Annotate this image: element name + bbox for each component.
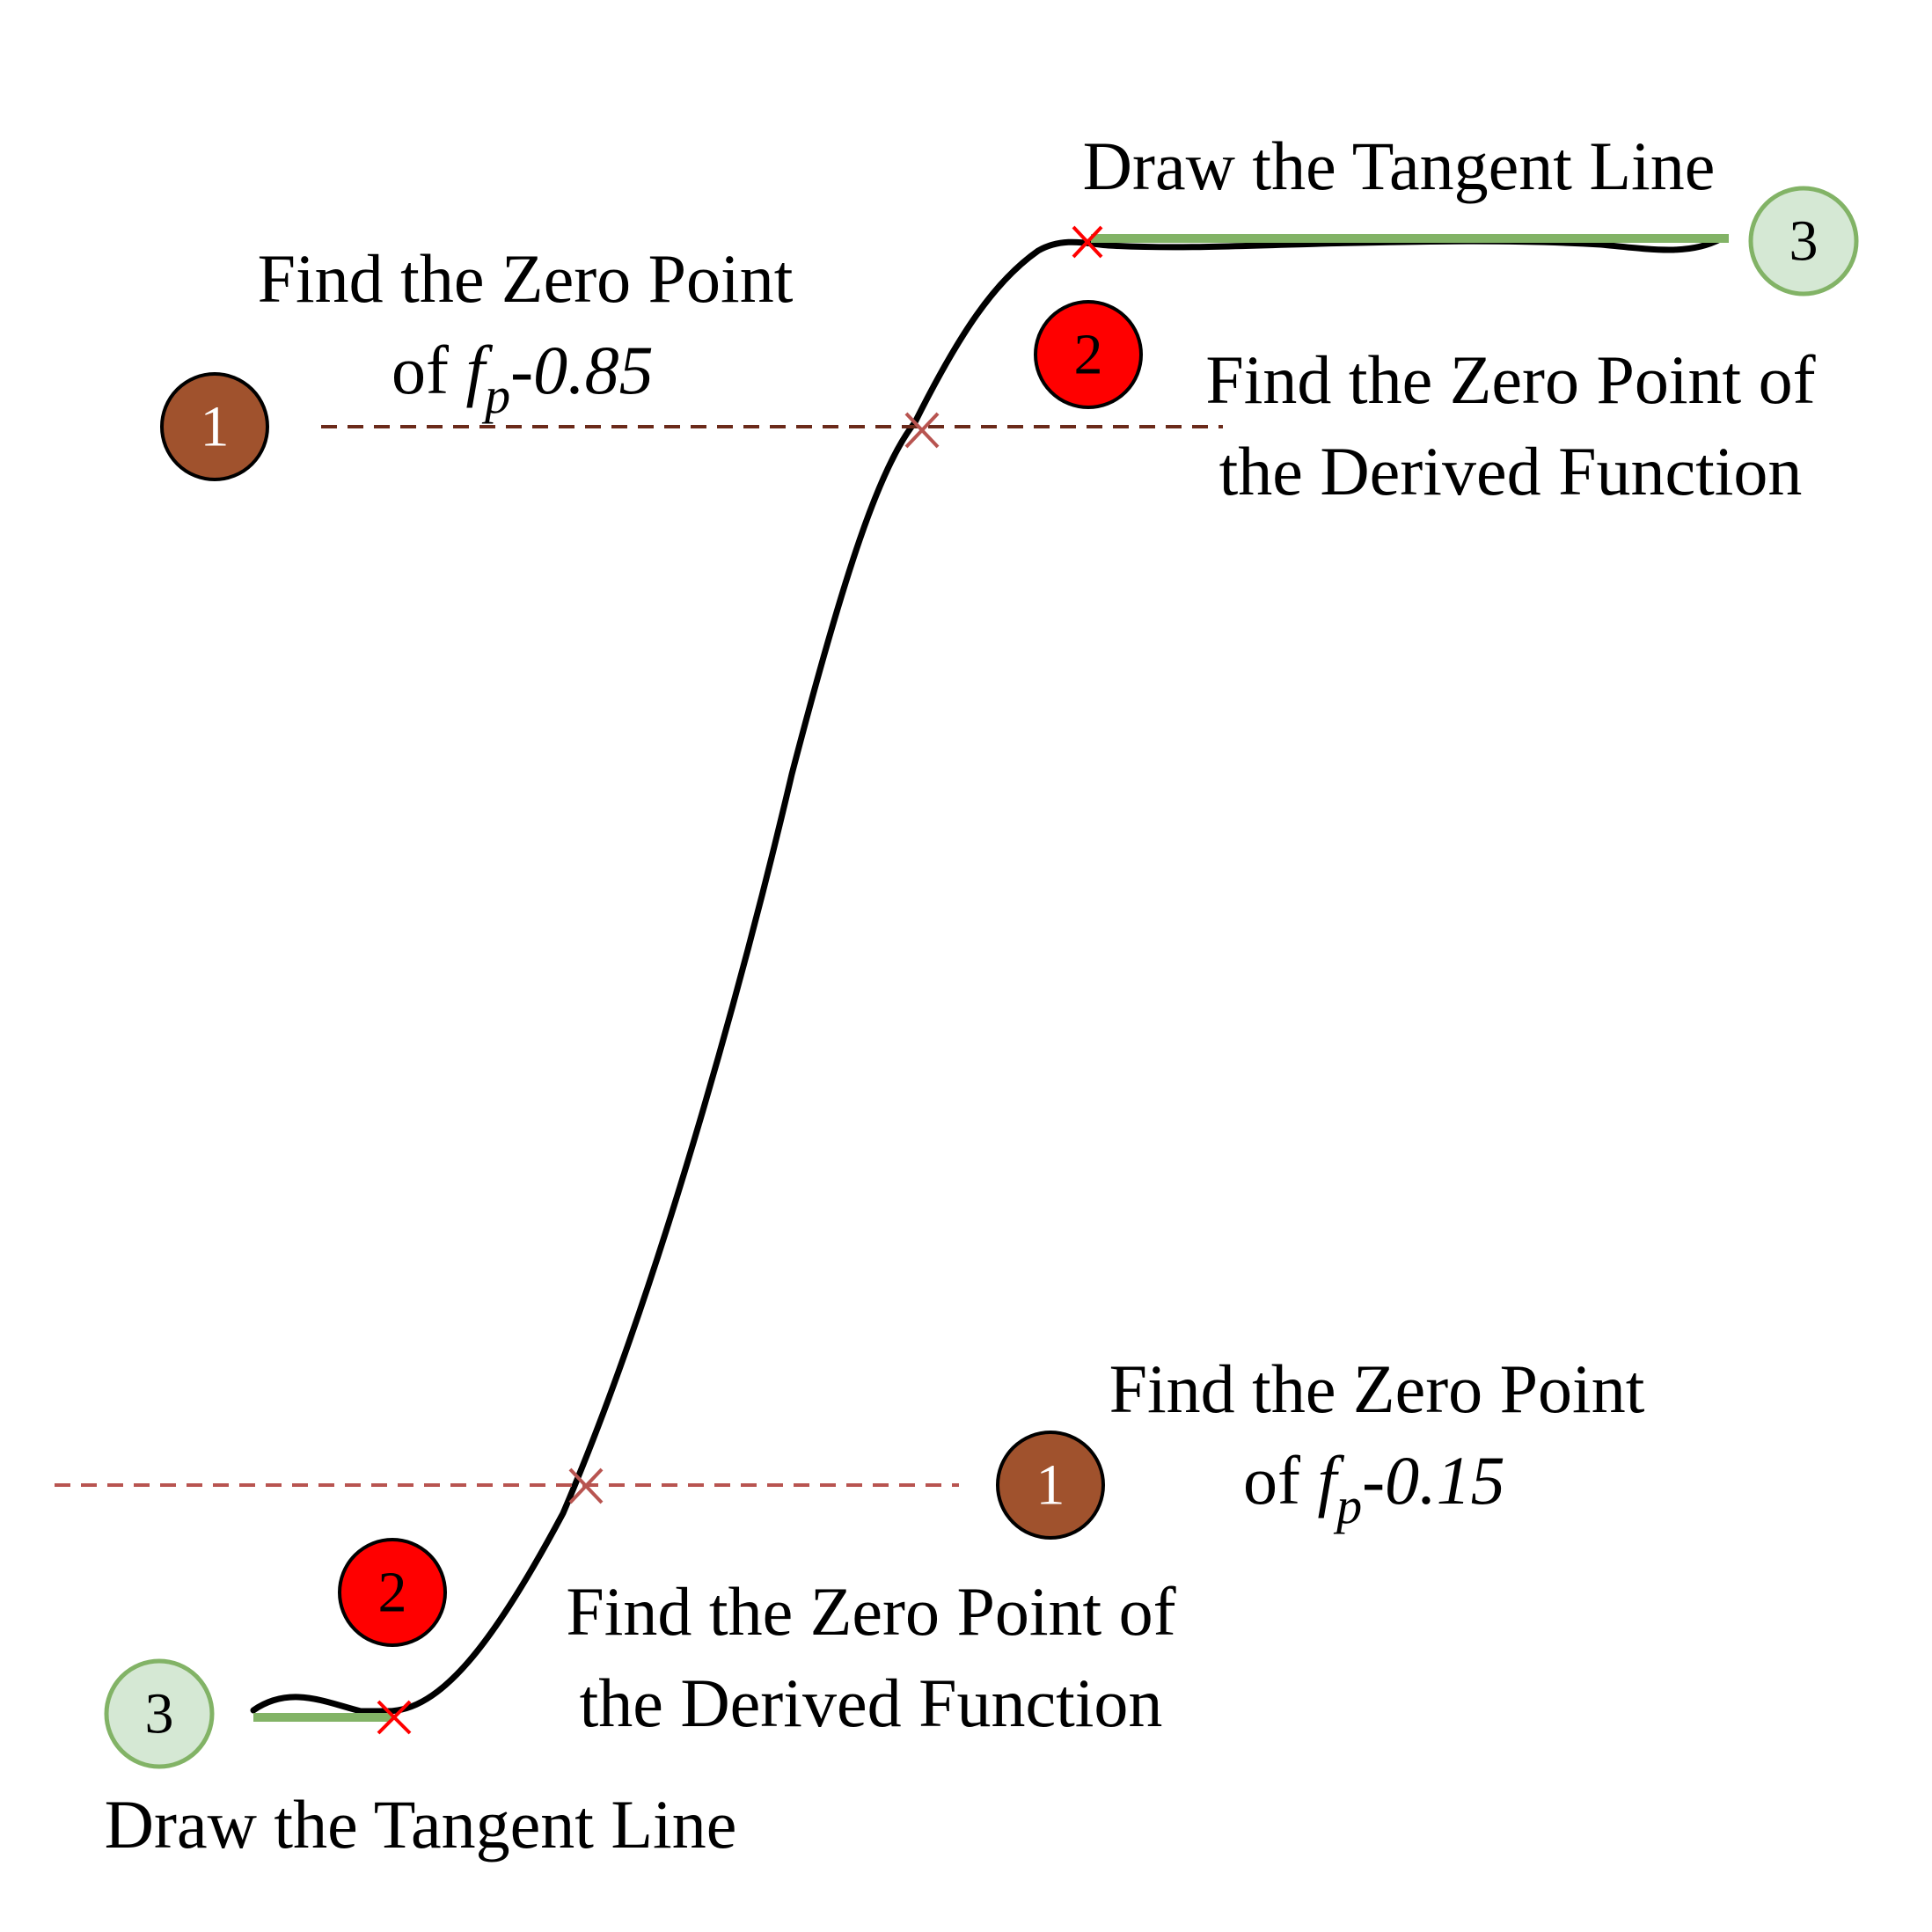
label-zero-015-line2: of fp-0.15 (1243, 1442, 1505, 1534)
cross-marker-top (1072, 225, 1103, 259)
cross-marker-085 (904, 412, 940, 449)
svg-text:2: 2 (378, 1561, 407, 1625)
label-zero-015-sub: p (1333, 1477, 1362, 1534)
label-zero-085-of: of (392, 332, 465, 408)
svg-text:2: 2 (1074, 323, 1103, 387)
label-tangent-bottom: Draw the Tangent Line (105, 1786, 737, 1862)
svg-text:1: 1 (1036, 1453, 1065, 1518)
label-zero-085-sub: p (481, 367, 510, 424)
label-derived-top-line2: the Derived Function (1219, 433, 1803, 509)
label-zero-015-line1: Find the Zero Point (1109, 1350, 1645, 1427)
svg-text:3: 3 (1789, 209, 1819, 274)
label-zero-085-line1: Find the Zero Point (258, 240, 794, 317)
step-3-badge-top: 3 (1748, 186, 1859, 296)
svg-text:1: 1 (201, 395, 230, 459)
label-derived-top-line1: Find the Zero Point of (1205, 341, 1815, 418)
label-tangent-top: Draw the Tangent Line (1083, 128, 1716, 204)
cross-marker-015 (568, 1467, 604, 1504)
label-zero-015-val: -0.15 (1362, 1442, 1504, 1519)
label-zero-085-line2: of fp-0.85 (392, 332, 654, 424)
step-2-badge-bottom: 2 (338, 1538, 447, 1647)
step-1-badge-top: 1 (160, 372, 269, 481)
svg-text:3: 3 (145, 1682, 174, 1746)
cross-marker-bottom (377, 1700, 412, 1735)
label-zero-015-of: of (1243, 1442, 1317, 1519)
label-zero-085-val: -0.85 (510, 332, 653, 408)
step-2-badge-top: 2 (1034, 300, 1143, 409)
label-derived-bottom-line2: the Derived Function (580, 1665, 1163, 1741)
step-3-badge-bottom: 3 (104, 1658, 215, 1769)
label-derived-bottom-line1: Find the Zero Point of (566, 1573, 1175, 1650)
step-1-badge-bottom: 1 (996, 1431, 1105, 1540)
